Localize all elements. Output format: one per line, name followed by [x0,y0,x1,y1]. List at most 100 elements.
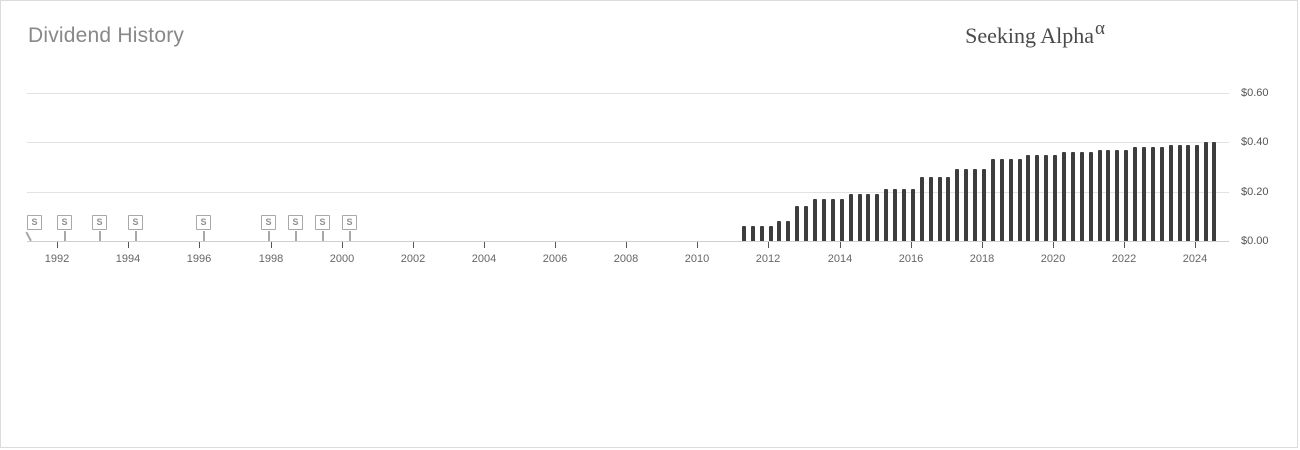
split-marker[interactable]: S [57,215,72,230]
split-marker[interactable]: S [261,215,276,230]
x-axis-label: 1992 [44,253,70,265]
dividend-bar[interactable] [1195,145,1199,241]
dividend-bar[interactable] [849,194,853,241]
seeking-alpha-logo[interactable]: Seeking Alphaα [965,18,1105,49]
dividend-bar[interactable] [1106,150,1110,241]
x-axis-tick [413,242,414,248]
dividend-bar[interactable] [742,226,746,241]
dividend-bar[interactable] [1142,147,1146,241]
split-marker-stem [268,231,270,241]
x-axis-label: 2024 [1182,253,1208,265]
y-axis-label: $0.60 [1241,87,1269,99]
dividend-bar[interactable] [858,194,862,241]
dividend-bar[interactable] [1178,145,1182,241]
dividend-bar[interactable] [875,194,879,241]
dividend-bar[interactable] [1115,150,1119,241]
split-marker[interactable]: S [342,215,357,230]
dividend-bar[interactable] [840,199,844,241]
dividend-bar[interactable] [1053,155,1057,241]
dividend-bar[interactable] [822,199,826,241]
x-axis-tick [626,242,627,248]
x-axis-tick [484,242,485,248]
split-marker[interactable]: S [196,215,211,230]
dividend-bar[interactable] [831,199,835,241]
dividend-bar[interactable] [1098,150,1102,241]
x-axis-tick [697,242,698,248]
dividend-bar[interactable] [946,177,950,241]
dividend-bar[interactable] [955,169,959,241]
dividend-bar[interactable] [911,189,915,241]
x-axis-label: 1994 [115,253,141,265]
split-marker-stem [295,231,297,241]
dividend-bar[interactable] [769,226,773,241]
dividend-bar[interactable] [1009,159,1013,241]
dividend-bar[interactable] [938,177,942,241]
dividend-bar[interactable] [866,194,870,241]
dividend-bar[interactable] [1204,142,1208,241]
split-marker-stem [135,231,137,241]
gridline [27,192,1229,193]
x-axis-tick [199,242,200,248]
dividend-bar[interactable] [1080,152,1084,241]
dividend-bar[interactable] [1035,155,1039,241]
dividend-bar[interactable] [1160,147,1164,241]
dividend-bar[interactable] [1124,150,1128,241]
split-marker[interactable]: S [288,215,303,230]
split-marker[interactable]: S [27,215,42,230]
dividend-bar[interactable] [902,189,906,241]
dividend-bar[interactable] [1071,152,1075,241]
dividend-bar[interactable] [1018,159,1022,241]
x-axis-tick [128,242,129,248]
dividend-bar[interactable] [920,177,924,241]
split-marker-stem [322,231,324,241]
x-axis-label: 2000 [329,253,355,265]
dividend-bar[interactable] [760,226,764,241]
alpha-icon: α [1095,18,1105,39]
gridline [27,142,1229,143]
dividend-bar[interactable] [929,177,933,241]
dividend-bar[interactable] [1186,145,1190,241]
y-axis-label: $0.00 [1241,235,1269,247]
dividend-bar[interactable] [973,169,977,241]
dividend-bar[interactable] [1026,155,1030,241]
dividend-bar[interactable] [991,159,995,241]
split-marker-stem [25,231,32,242]
dividend-bar[interactable] [1169,145,1173,241]
dividend-bar[interactable] [1062,152,1066,241]
dividend-bar[interactable] [795,206,799,241]
dividend-bar[interactable] [751,226,755,241]
split-marker[interactable]: S [315,215,330,230]
dividend-bar[interactable] [1044,155,1048,241]
x-axis-label: 2018 [969,253,995,265]
page-title: Dividend History [28,24,185,47]
x-axis-label: 2010 [684,253,710,265]
x-axis-tick [768,242,769,248]
dividend-bar[interactable] [1151,147,1155,241]
x-axis-tick [1195,242,1196,248]
dividend-bar[interactable] [884,189,888,241]
dividend-bar[interactable] [893,189,897,241]
split-marker[interactable]: S [128,215,143,230]
dividend-bar[interactable] [813,199,817,241]
dividend-bar[interactable] [1133,147,1137,241]
x-axis-tick [555,242,556,248]
split-marker[interactable]: S [92,215,107,230]
dividend-bar[interactable] [964,169,968,241]
dividend-bar[interactable] [1000,159,1004,241]
dividend-bar[interactable] [1212,142,1216,241]
x-axis-label: 2016 [898,253,924,265]
dividend-bar[interactable] [804,206,808,241]
x-axis-tick [342,242,343,248]
split-marker-stem [203,231,205,241]
dividend-bar[interactable] [777,221,781,241]
x-axis-label: 1996 [186,253,212,265]
x-axis-label: 2012 [755,253,781,265]
x-axis-label: 2014 [827,253,853,265]
x-axis-tick [982,242,983,248]
dividend-bar[interactable] [982,169,986,241]
x-axis-label: 2020 [1040,253,1066,265]
dividend-bar[interactable] [1089,152,1093,241]
dividend-bar[interactable] [786,221,790,241]
